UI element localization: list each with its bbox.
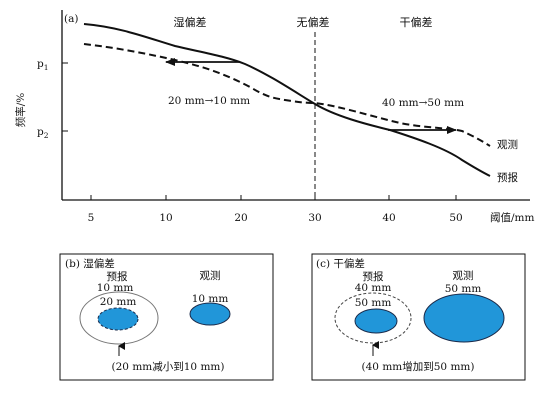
x-tick-label: 5 [88, 212, 95, 224]
panel-b-forecast-label: 预报 [107, 270, 128, 283]
panel-b-frame [59, 253, 274, 381]
dry-shift-annotation: 40 mm→50 mm [382, 97, 464, 109]
panel-c-observed-circle [423, 293, 505, 343]
legend-forecast: 预报 [497, 171, 518, 184]
panel-c-observed-label: 观测 [453, 269, 474, 282]
panel-c-frame [311, 253, 526, 381]
panel-b-forecast-inner-circle [97, 307, 139, 331]
y-axis-label: 频率/% [14, 93, 27, 128]
observed-curve [83, 43, 491, 147]
x-ticks [90, 195, 457, 200]
region-dry-label: 干偏差 [400, 15, 433, 29]
region-nobias-label: 无偏差 [297, 15, 330, 29]
panel-b-inner-value: 20 mm [100, 296, 137, 308]
panel-b-observed-value: 10 mm [192, 293, 229, 305]
x-tick-label: 10 [159, 212, 172, 224]
panel-a-label: (a) [64, 13, 78, 25]
x-tick-label: 50 [449, 212, 462, 224]
legend-observed: 观测 [497, 138, 518, 151]
wet-shift-annotation: 20 mm→10 mm [168, 95, 250, 107]
panel-b-outer-value: 10 mm [97, 282, 134, 294]
panel-b-observed-label: 观测 [200, 269, 221, 282]
panel-c-forecast-label: 预报 [363, 270, 384, 283]
panel-c-outer-value: 40 mm [355, 282, 392, 294]
x-tick-label: 20 [234, 212, 247, 224]
panel-b: (b) 湿偏差 预报 10 mm 20 mm 观测 10 mm (20 mm减小… [59, 253, 274, 381]
x-axis-label: 阈值/mm [490, 211, 534, 224]
y-tick-label-p1: p1 [37, 58, 49, 72]
panel-c: (c) 干偏差 预报 40 mm 50 mm 观测 50 mm (40 mm增加… [311, 253, 526, 381]
region-wet-label: 湿偏差 [174, 15, 207, 29]
panel-c-caption: (40 mm增加到50 mm) [362, 360, 475, 373]
panel-a: (a) 频率/% p1 p2 5 10 20 30 40 50 阈值/mm 湿偏… [14, 10, 534, 224]
y-tick-label-p2: p2 [37, 126, 49, 140]
panel-b-caption: (20 mm减小到10 mm) [112, 361, 225, 373]
panel-c-observed-value: 50 mm [445, 283, 482, 295]
panel-b-label: (b) 湿偏差 [65, 257, 115, 270]
x-tick-label: 30 [308, 212, 321, 224]
panel-c-forecast-inner-circle [354, 308, 398, 334]
x-tick-label: 40 [382, 212, 395, 224]
panel-c-label: (c) 干偏差 [316, 257, 365, 270]
panel-b-observed-circle [189, 302, 231, 326]
forecast-curve [83, 23, 491, 177]
panel-c-inner-value: 50 mm [355, 297, 392, 309]
